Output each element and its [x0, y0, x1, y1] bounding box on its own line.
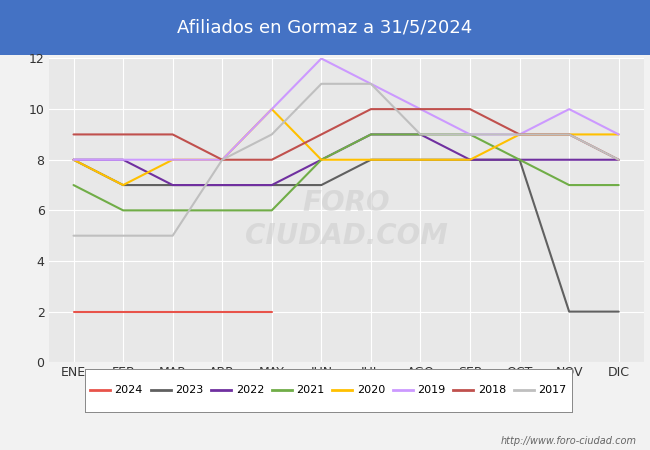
Text: FORO
CIUDAD.COM: FORO CIUDAD.COM: [244, 189, 448, 250]
Text: http://www.foro-ciudad.com: http://www.foro-ciudad.com: [501, 436, 637, 446]
Legend: 2024, 2023, 2022, 2021, 2020, 2019, 2018, 2017: 2024, 2023, 2022, 2021, 2020, 2019, 2018…: [86, 381, 571, 400]
Text: Afiliados en Gormaz a 31/5/2024: Afiliados en Gormaz a 31/5/2024: [177, 18, 473, 36]
